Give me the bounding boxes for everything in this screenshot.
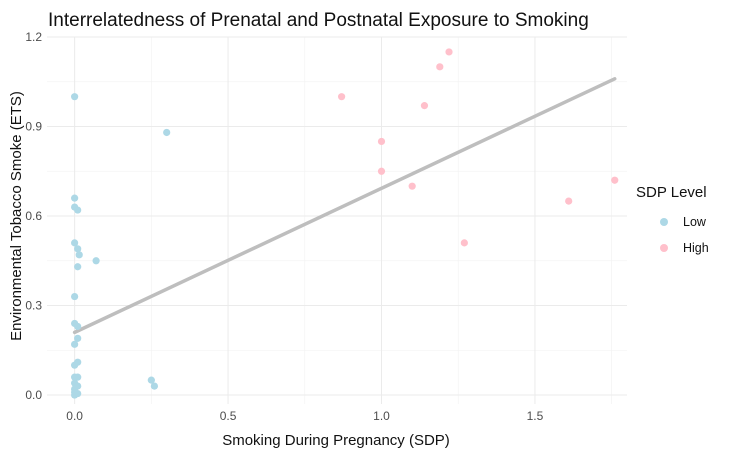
data-point-high: [445, 48, 453, 56]
data-point-high: [420, 102, 429, 110]
y-tick-label: 1.2: [25, 30, 42, 44]
data-point-low: [74, 245, 82, 253]
data-point-low: [147, 376, 155, 384]
x-tick-label: 0.0: [66, 409, 83, 423]
data-point-low: [71, 194, 79, 202]
data-point-low: [71, 239, 79, 247]
grid-lines: [47, 36, 627, 404]
legend-label-low: Low: [683, 215, 707, 229]
y-tick-label: 0.6: [25, 209, 42, 223]
legend-key-high: [660, 244, 668, 252]
plot-panel: [47, 36, 627, 404]
data-points-layer: [71, 48, 619, 399]
x-axis-title: Smoking During Pregnancy (SDP): [222, 432, 450, 449]
data-point-low: [74, 263, 82, 271]
data-point-high: [565, 197, 573, 205]
data-point-low: [74, 334, 82, 342]
data-point-high: [460, 239, 468, 247]
data-point-low: [74, 322, 82, 331]
chart-title: Interrelatedness of Prenatal and Postnat…: [48, 10, 589, 31]
data-point-high: [377, 137, 386, 146]
legend-title: SDP Level: [636, 184, 707, 201]
legend-key-low: [660, 218, 668, 226]
x-axis-ticks: 0.0 0.5 1.0 1.5: [66, 409, 543, 423]
y-tick-label: 0.9: [25, 120, 42, 134]
y-axis-ticks: 0.0 0.3 0.6 0.9 1.2: [25, 30, 42, 402]
legend: SDP Level Low High: [636, 184, 709, 255]
data-point-high: [436, 63, 444, 71]
data-point-high: [611, 176, 619, 184]
data-point-low: [74, 206, 82, 214]
data-point-low: [92, 257, 100, 265]
y-tick-label: 0.3: [25, 299, 42, 313]
legend-label-high: High: [683, 241, 709, 255]
data-point-high: [408, 182, 416, 190]
x-tick-label: 0.5: [220, 409, 237, 423]
x-tick-label: 1.5: [527, 409, 544, 423]
x-tick-label: 1.0: [373, 409, 390, 423]
data-point-low: [75, 251, 83, 259]
data-point-low: [71, 361, 79, 369]
data-point-low: [163, 128, 171, 137]
data-point-low: [71, 340, 79, 348]
y-tick-label: 0.0: [25, 388, 42, 402]
y-axis-title: Environmental Tobacco Smoke (ETS): [8, 91, 25, 341]
data-point-low: [71, 391, 79, 399]
data-point-low: [71, 292, 79, 301]
series-low: [71, 93, 171, 399]
series-high: [338, 48, 619, 247]
data-point-high: [338, 93, 346, 101]
data-point-high: [377, 167, 386, 175]
data-point-low: [71, 93, 79, 101]
data-point-low: [150, 382, 159, 390]
data-point-low: [74, 373, 82, 381]
trend-line-layer: [72, 77, 617, 335]
trend-line: [72, 77, 617, 335]
